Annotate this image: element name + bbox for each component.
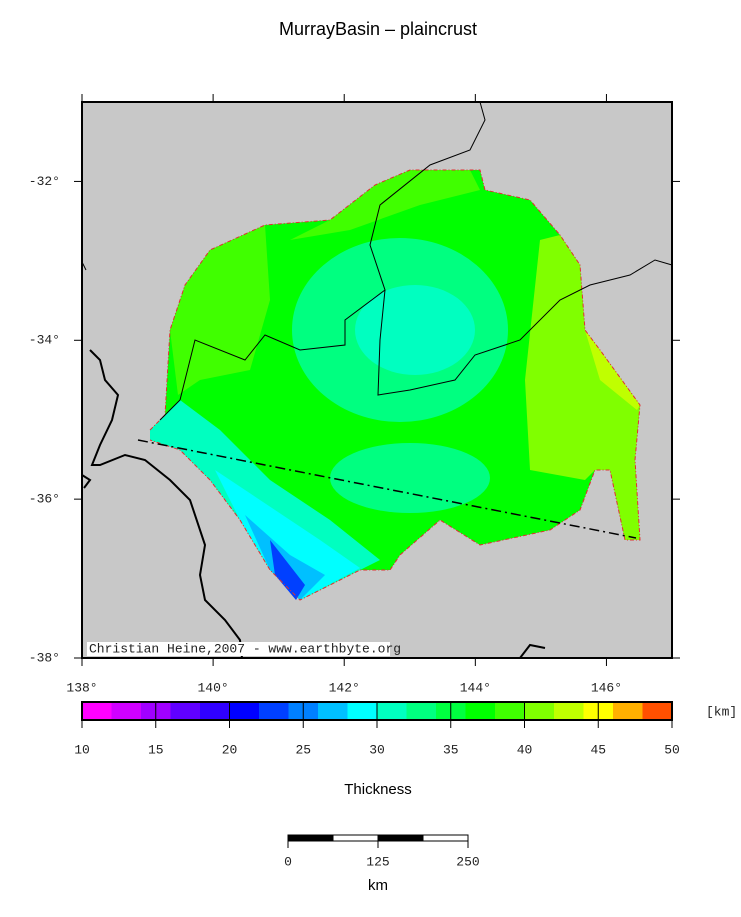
thickness-zone (355, 285, 475, 375)
colorbar-segment (229, 702, 259, 720)
colorbar-tick-label: 15 (148, 742, 164, 757)
colorbar-segment (259, 702, 289, 720)
x-tick-label: 142° (329, 680, 360, 695)
colorbar-tick-label: 50 (664, 742, 680, 757)
colorbar-segment (642, 702, 672, 720)
colorbar-tick-label: 35 (443, 742, 459, 757)
x-tick-label: 146° (591, 680, 622, 695)
thickness-zone (170, 225, 270, 395)
scalebar-segment (377, 834, 424, 842)
scalebar-tick-label: 0 (284, 854, 292, 869)
thickness-zone (330, 443, 490, 513)
x-tick-label: 138° (66, 680, 97, 695)
colorbar-tick-label: 30 (369, 742, 385, 757)
y-tick-label: -38° (29, 650, 60, 665)
colorbar-segment (524, 702, 554, 720)
colorbar-segment (554, 702, 584, 720)
scalebar-tick-label: 125 (366, 854, 389, 869)
colorbar-segment (406, 702, 436, 720)
scalebar-segment (287, 834, 334, 842)
scalebar-segment (422, 834, 469, 842)
thickness-zone (290, 170, 480, 240)
thickness-zone (525, 235, 640, 540)
thickness-zone (245, 515, 325, 600)
colorbar-tick-label: 25 (295, 742, 311, 757)
colorbar-segment (613, 702, 643, 720)
x-tick-label: 140° (198, 680, 229, 695)
map-title: MurrayBasin – plaincrust (279, 19, 477, 39)
credit: Christian Heine,2007 - www.earthbyte.org (89, 641, 401, 656)
colorbar-tick-label: 10 (74, 742, 90, 757)
colorbar-segment (200, 702, 230, 720)
colorbar-segment (377, 702, 407, 720)
colorbar-tick-label: 20 (222, 742, 238, 757)
coastline (81, 349, 546, 659)
thickness-zone (215, 470, 360, 600)
colorbar-tick-label: 40 (517, 742, 533, 757)
scalebar-tick-label: 250 (456, 854, 479, 869)
colorbar-segment (170, 702, 200, 720)
y-tick-label: -36° (29, 492, 60, 507)
colorbar-segment (347, 702, 377, 720)
colorbar-segment (82, 702, 112, 720)
colorbar-segment (495, 702, 525, 720)
colorbar-segment (465, 702, 495, 720)
scalebar-segment (332, 834, 379, 842)
colorbar-label: Thickness (344, 781, 412, 798)
y-tick-label: -34° (29, 333, 60, 348)
credit-box (87, 642, 390, 656)
y-tick-label: -32° (29, 174, 60, 189)
colorbar-tick-label: 45 (590, 742, 606, 757)
basin (149, 169, 641, 601)
thickness-zone (585, 330, 640, 410)
x-tick-label: 144° (460, 680, 491, 695)
profile-line (137, 439, 637, 539)
map-frame (81, 101, 673, 659)
colorbar-segment (111, 702, 141, 720)
colorbar-unit: [km] (706, 704, 737, 719)
thickness-zone (270, 540, 305, 600)
scalebar-unit: km (368, 877, 388, 894)
colorbar-segment (318, 702, 348, 720)
